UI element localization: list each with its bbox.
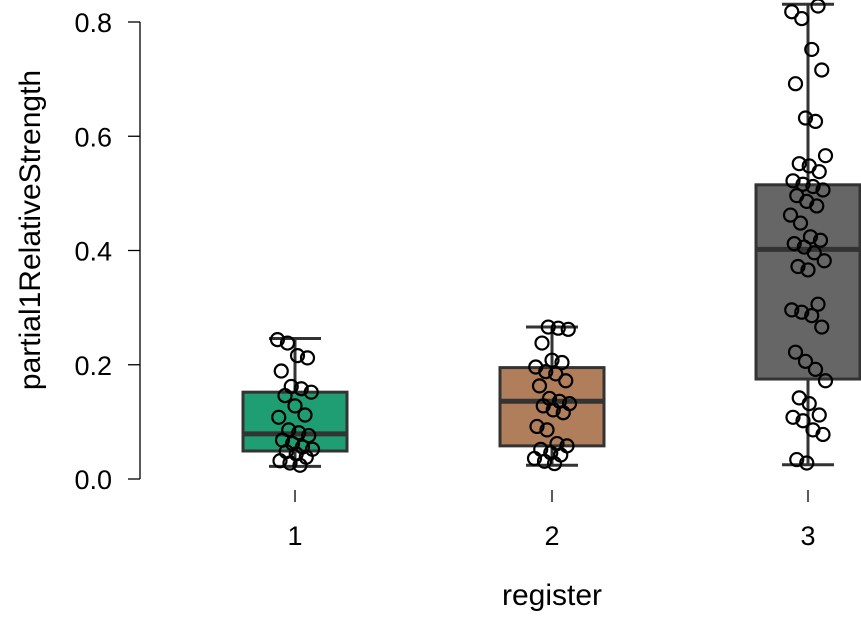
data-point	[815, 182, 831, 198]
data-point	[817, 373, 834, 389]
data-point	[787, 76, 804, 92]
data-point	[785, 409, 801, 425]
boxes	[241, 0, 861, 473]
y-tick-label: 0.4	[74, 237, 112, 267]
data-point	[790, 258, 806, 275]
data-point	[560, 321, 576, 337]
data-point	[536, 453, 553, 469]
data-point	[797, 353, 814, 369]
box-group-3	[754, 0, 861, 471]
y-tick-label: 0.2	[74, 351, 112, 381]
data-point	[812, 232, 829, 248]
data-point	[531, 378, 548, 394]
data-point	[794, 10, 810, 27]
data-point	[804, 41, 820, 58]
data-point	[529, 418, 545, 435]
x-axis: 1 2 3	[287, 490, 816, 551]
data-point	[550, 320, 566, 336]
data-point	[297, 407, 313, 423]
data-point	[273, 363, 289, 379]
data-point	[784, 302, 800, 318]
x-tick-label: 1	[287, 521, 302, 551]
data-point	[797, 110, 814, 126]
data-point	[785, 173, 801, 189]
data-point	[558, 373, 574, 389]
data-point	[806, 245, 822, 261]
data-point	[526, 450, 543, 467]
data-point	[795, 413, 811, 429]
data-point	[810, 296, 826, 312]
data-point	[554, 354, 570, 371]
data-point	[545, 402, 561, 418]
data-point	[548, 366, 564, 382]
data-point	[539, 422, 555, 438]
data-point	[800, 262, 816, 278]
data-point	[814, 62, 830, 78]
data-point	[289, 348, 306, 364]
x-axis-title: register	[502, 579, 602, 612]
data-point	[817, 148, 834, 164]
data-point	[810, 0, 826, 14]
data-point	[277, 387, 293, 404]
data-point	[534, 335, 550, 351]
data-point	[538, 364, 554, 380]
data-point	[799, 455, 815, 471]
data-point	[546, 455, 563, 472]
box-iqr	[241, 390, 349, 453]
data-point	[293, 381, 309, 397]
data-point	[782, 207, 799, 223]
data-point	[805, 178, 821, 195]
data-point	[287, 398, 303, 414]
data-point	[807, 361, 824, 377]
data-point	[816, 253, 832, 269]
x-tick-label: 3	[800, 521, 815, 551]
data-point	[269, 332, 286, 348]
data-point	[792, 215, 809, 231]
data-point	[815, 426, 831, 443]
box-group-2	[498, 319, 606, 472]
y-axis-title: partial1RelativeStrength	[14, 70, 47, 390]
data-point	[789, 451, 805, 468]
data-point	[282, 455, 298, 471]
box-iqr	[754, 183, 861, 381]
data-point	[271, 409, 287, 425]
data-point	[787, 344, 804, 360]
data-point	[292, 457, 308, 473]
data-point	[272, 453, 288, 469]
data-point	[807, 113, 824, 129]
y-tick-label: 0.6	[74, 122, 112, 152]
data-point	[279, 335, 296, 351]
data-point	[291, 425, 307, 441]
data-point	[786, 236, 802, 252]
data-point	[811, 407, 827, 423]
data-point	[540, 319, 556, 335]
box-group-1	[241, 332, 349, 473]
y-tick-label: 0.0	[74, 465, 112, 495]
data-point	[791, 156, 807, 172]
data-point	[303, 384, 319, 400]
x-tick-label: 2	[544, 521, 559, 551]
data-point	[801, 395, 817, 412]
data-point	[301, 427, 317, 444]
data-point	[784, 4, 800, 20]
data-point	[535, 398, 551, 414]
data-point	[299, 350, 316, 366]
data-point	[814, 319, 830, 335]
data-point	[811, 164, 827, 180]
data-point	[809, 198, 825, 214]
y-axis: 0.0 0.2 0.4 0.6 0.8	[74, 8, 141, 495]
data-point	[794, 304, 810, 320]
data-point	[555, 405, 571, 421]
y-tick-label: 0.8	[74, 8, 112, 38]
data-point	[795, 176, 811, 192]
data-point	[544, 352, 560, 368]
data-point	[804, 308, 820, 324]
